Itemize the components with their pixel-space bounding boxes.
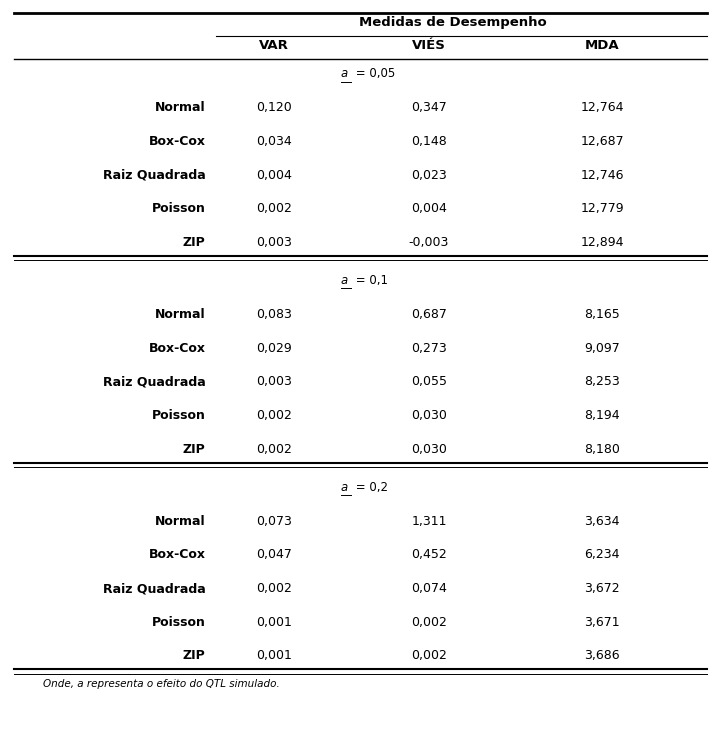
Text: 8,194: 8,194 — [584, 409, 620, 422]
Text: Box-Cox: Box-Cox — [149, 135, 205, 148]
Text: = 0,1: = 0,1 — [352, 274, 388, 288]
Text: Raiz Quadrada: Raiz Quadrada — [102, 375, 205, 388]
Text: 0,687: 0,687 — [411, 308, 447, 321]
Text: 0,002: 0,002 — [256, 442, 292, 456]
Text: 0,083: 0,083 — [256, 308, 292, 321]
Text: 3,671: 3,671 — [584, 616, 620, 629]
Text: 9,097: 9,097 — [584, 342, 620, 355]
Text: 0,273: 0,273 — [411, 342, 447, 355]
Text: Normal: Normal — [155, 514, 205, 528]
Text: 0,001: 0,001 — [256, 616, 292, 629]
Text: -0,003: -0,003 — [409, 236, 449, 249]
Text: ZIP: ZIP — [182, 649, 205, 662]
Text: Raiz Quadrada: Raiz Quadrada — [102, 582, 205, 595]
Text: 8,253: 8,253 — [584, 375, 620, 388]
Text: 0,004: 0,004 — [411, 202, 447, 216]
Text: 1,311: 1,311 — [411, 514, 447, 528]
Text: = 0,05: = 0,05 — [352, 67, 395, 81]
Text: 3,686: 3,686 — [584, 649, 620, 662]
Text: Box-Cox: Box-Cox — [149, 548, 205, 562]
Text: 0,347: 0,347 — [411, 102, 447, 114]
Text: = 0,2: = 0,2 — [352, 481, 388, 494]
Text: 0,047: 0,047 — [256, 548, 292, 562]
Text: 8,165: 8,165 — [584, 308, 620, 321]
Text: a: a — [340, 274, 348, 288]
Text: ZIP: ZIP — [182, 442, 205, 456]
Text: a: a — [340, 481, 348, 494]
Text: 0,120: 0,120 — [256, 102, 292, 114]
Text: VIÉS: VIÉS — [412, 39, 446, 53]
Text: 0,002: 0,002 — [256, 202, 292, 216]
Text: Onde, a representa o efeito do QTL simulado.: Onde, a representa o efeito do QTL simul… — [43, 679, 280, 689]
Text: 0,055: 0,055 — [411, 375, 447, 388]
Text: 0,452: 0,452 — [411, 548, 447, 562]
Text: 0,073: 0,073 — [256, 514, 292, 528]
Text: Medidas de Desempenho: Medidas de Desempenho — [358, 16, 547, 29]
Text: 0,002: 0,002 — [256, 582, 292, 595]
Text: 12,764: 12,764 — [580, 102, 624, 114]
Text: 0,029: 0,029 — [256, 342, 292, 355]
Text: Normal: Normal — [155, 102, 205, 114]
Text: 0,148: 0,148 — [411, 135, 447, 148]
Text: 0,030: 0,030 — [411, 442, 447, 456]
Text: 0,002: 0,002 — [411, 649, 447, 662]
Text: Poisson: Poisson — [151, 616, 205, 629]
Text: 0,034: 0,034 — [256, 135, 292, 148]
Text: Box-Cox: Box-Cox — [149, 342, 205, 355]
Text: Raiz Quadrada: Raiz Quadrada — [102, 169, 205, 182]
Text: 3,672: 3,672 — [584, 582, 620, 595]
Text: 0,003: 0,003 — [256, 236, 292, 249]
Text: 0,023: 0,023 — [411, 169, 447, 182]
Text: 12,779: 12,779 — [580, 202, 624, 216]
Text: 3,634: 3,634 — [584, 514, 620, 528]
Text: VAR: VAR — [259, 39, 289, 53]
Text: 0,003: 0,003 — [256, 375, 292, 388]
Text: 12,687: 12,687 — [580, 135, 624, 148]
Text: 0,002: 0,002 — [256, 409, 292, 422]
Text: 0,030: 0,030 — [411, 409, 447, 422]
Text: Poisson: Poisson — [151, 409, 205, 422]
Text: 0,074: 0,074 — [411, 582, 447, 595]
Text: ZIP: ZIP — [182, 236, 205, 249]
Text: 6,234: 6,234 — [584, 548, 620, 562]
Text: a: a — [340, 67, 348, 81]
Text: 0,004: 0,004 — [256, 169, 292, 182]
Text: Poisson: Poisson — [151, 202, 205, 216]
Text: 8,180: 8,180 — [584, 442, 620, 456]
Text: 12,894: 12,894 — [580, 236, 624, 249]
Text: Normal: Normal — [155, 308, 205, 321]
Text: 0,002: 0,002 — [411, 616, 447, 629]
Text: 0,001: 0,001 — [256, 649, 292, 662]
Text: MDA: MDA — [585, 39, 619, 53]
Text: 12,746: 12,746 — [580, 169, 624, 182]
